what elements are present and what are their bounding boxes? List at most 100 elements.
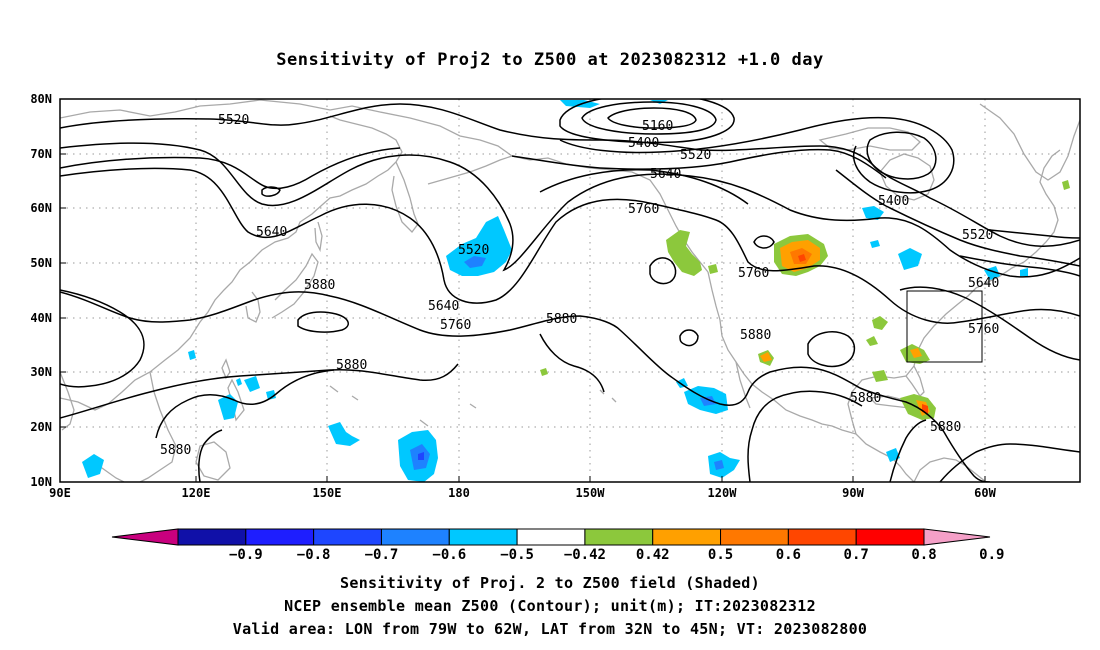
colorbar-segment <box>448 528 518 546</box>
contour-5760-loop <box>753 235 775 249</box>
shade-negative-wpac-2 <box>244 376 276 400</box>
contour-labels: 5520 5160 5400 5520 5640 5400 5520 5640 … <box>160 113 999 458</box>
colorbar-segment <box>584 528 654 546</box>
colorbar-tick-label: 0.6 <box>776 547 801 563</box>
contour-label: 5880 <box>336 358 367 373</box>
colorbar-tick-label: −0.5 <box>500 547 534 563</box>
contour-5400-main <box>559 116 955 194</box>
coastline-gulf-of-mexico <box>847 365 915 435</box>
contour-5880-gulf-low <box>807 331 856 368</box>
contour-5880-south <box>60 291 991 482</box>
contour-label: 5640 <box>650 167 681 182</box>
contour-5400-loop <box>835 169 1080 267</box>
coastline-philippines <box>227 378 245 422</box>
contour-label: 5880 <box>546 312 577 327</box>
chart-title: Sensitivity of Proj2 to Z500 at 20230823… <box>276 50 824 70</box>
shade-positive-mexico-orange <box>760 352 772 362</box>
y-tick-label: 40N <box>30 311 52 325</box>
colorbar-tick-label: −0.7 <box>365 547 399 563</box>
shade-negative-small-1 <box>188 350 242 386</box>
x-tick-label: 60W <box>974 486 996 500</box>
shade-positive-gulf <box>872 370 888 382</box>
plot-frame <box>59 98 1081 483</box>
contour-label: 5640 <box>428 299 459 314</box>
shade-negative-epac-3 <box>676 378 688 388</box>
contour-label: 5880 <box>160 443 191 458</box>
contour-5880-closed <box>297 311 349 333</box>
colorbar-segment <box>111 528 179 546</box>
coastline-florida <box>905 365 925 398</box>
x-tick-label: 180 <box>448 486 470 500</box>
colorbar: −0.9 −0.8 −0.7 −0.6 −0.5 −0.42 0.42 0.5 0.6 0.7 0.… <box>111 528 1004 563</box>
coastline-hawaii <box>599 389 617 403</box>
contour-label: 5520 <box>962 228 993 243</box>
contour-upper-west <box>60 147 401 190</box>
y-tick-label: 30N <box>30 365 52 379</box>
coastline-borneo <box>195 441 231 481</box>
shade-positive-canada-red <box>798 254 806 262</box>
contour-label: 5760 <box>628 202 659 217</box>
shade-negative-wpac-4 <box>328 422 360 446</box>
shade-positive-alaska-1 <box>666 230 702 276</box>
x-tick-label: 150W <box>576 486 606 500</box>
contour-5880-hawaii-low <box>679 329 699 347</box>
contour-5520-ne <box>989 229 1080 239</box>
contour-5880-east <box>939 443 1080 482</box>
contour-label: 5880 <box>304 278 335 293</box>
coastline-south-america <box>913 457 987 482</box>
y-tick-label: 80N <box>30 92 52 106</box>
contour-5760 <box>60 167 1080 324</box>
x-tick-label: 90W <box>842 486 864 500</box>
contour-label: 5760 <box>440 318 471 333</box>
contour-5760-asia <box>60 289 145 388</box>
shade-positive-se-2 <box>866 336 878 346</box>
caption-valid-area: Valid area: LON from 79W to 62W, LAT fro… <box>232 620 868 638</box>
y-tick-label: 10N <box>30 475 52 489</box>
colorbar-tick-label: 0.42 <box>636 547 670 563</box>
colorbar-tick-label: 0.7 <box>844 547 869 563</box>
contour-5880-gulf <box>889 419 927 482</box>
shade-negative-wpac-3 <box>82 454 104 478</box>
contour-5880-small <box>198 429 223 482</box>
contour-5520-alaska <box>511 148 887 179</box>
shade-positive-atlantic <box>1062 180 1070 190</box>
contour-label: 5520 <box>680 148 711 163</box>
colorbar-tick-label: −0.9 <box>229 547 263 563</box>
caption-contour: NCEP ensemble mean Z500 (Contour); unit(… <box>284 597 816 615</box>
contour-5880-lower <box>60 363 459 419</box>
y-tick-label: 50N <box>30 256 52 270</box>
coastline-aleutians <box>427 155 513 185</box>
coastline-pacific-islands <box>329 385 477 427</box>
colorbar-segment <box>177 528 247 546</box>
colorbar-tick-label: 0.8 <box>911 547 936 563</box>
coastline-korea <box>245 291 261 323</box>
x-tick-label: 90E <box>49 486 71 500</box>
colorbar-segment <box>652 528 722 546</box>
axis-ticks <box>59 153 986 482</box>
contour-label: 5520 <box>218 113 249 128</box>
shade-negative-hudson <box>862 206 884 220</box>
contour-label: 5880 <box>850 391 881 406</box>
contour-5760-pacific <box>649 257 677 285</box>
shade-negative-wpac-1 <box>218 394 238 420</box>
coastline-alaska <box>511 155 709 273</box>
contour-label: 5400 <box>878 194 909 209</box>
shade-positive-alaska-2 <box>708 264 718 274</box>
contour-5160-low-outer <box>559 99 735 144</box>
contour-label: 5760 <box>968 322 999 337</box>
colorbar-segment <box>855 528 925 546</box>
colorbar-tick-label: −0.6 <box>432 547 466 563</box>
colorbar-tick-label: −0.42 <box>564 547 606 563</box>
coastline-taiwan <box>221 358 231 380</box>
x-tick-label: 150E <box>313 486 342 500</box>
coastline-central-america <box>855 433 915 482</box>
contour-5400-inner-hudson <box>866 131 937 180</box>
colorbar-segment <box>787 528 857 546</box>
contour-5640-ne <box>959 255 1080 277</box>
colorbar-segment <box>313 528 382 546</box>
contour-label: 5520 <box>458 243 489 258</box>
contour-5640-alaska <box>539 168 749 205</box>
contour-5160-low-mid <box>581 101 717 135</box>
colorbar-segment <box>245 528 315 546</box>
